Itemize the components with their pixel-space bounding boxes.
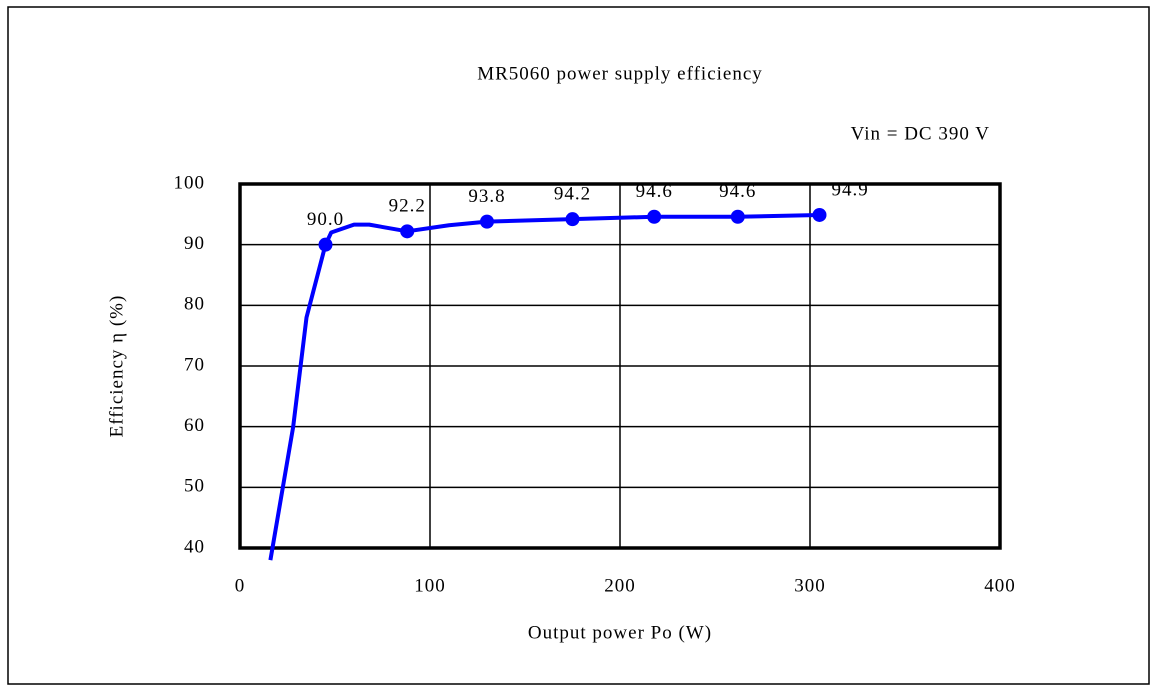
data-label: 93.8 bbox=[468, 186, 505, 207]
y-tick-label: 60 bbox=[184, 415, 205, 436]
x-tick-label: 200 bbox=[604, 575, 636, 596]
y-tick-label: 100 bbox=[174, 172, 206, 193]
marker bbox=[400, 224, 415, 239]
marker bbox=[647, 209, 662, 224]
annotation: Vin = DC 390 V bbox=[851, 123, 990, 144]
y-tick-label: 90 bbox=[184, 233, 205, 254]
chart-title: MR5060 power supply efficiency bbox=[477, 63, 763, 84]
frame bbox=[7, 6, 1150, 685]
y-axis-label: Efficiency η (%) bbox=[106, 295, 127, 438]
marker bbox=[480, 214, 494, 229]
line bbox=[268, 212, 820, 561]
plot-border bbox=[238, 182, 1002, 550]
y-tick-label: 40 bbox=[184, 536, 205, 557]
marker bbox=[565, 212, 580, 227]
data-label: 90.0 bbox=[307, 209, 344, 230]
x-tick-label: 100 bbox=[414, 575, 446, 596]
x-tick-label: 0 bbox=[235, 575, 246, 596]
y-tick-label: 80 bbox=[184, 294, 205, 315]
y-tick-label: 50 bbox=[184, 476, 205, 497]
data-label: 94.2 bbox=[554, 184, 591, 205]
marker bbox=[318, 237, 333, 252]
data-label: 94.9 bbox=[832, 179, 869, 200]
data-label: 94.6 bbox=[636, 181, 673, 202]
y-tick-label: 70 bbox=[184, 354, 205, 375]
x-axis-label: Output power Po (W) bbox=[528, 622, 712, 643]
marker bbox=[812, 207, 827, 222]
data-label: 92.2 bbox=[389, 196, 426, 217]
x-tick-label: 300 bbox=[794, 575, 826, 596]
marker bbox=[730, 209, 745, 224]
data-label: 94.6 bbox=[719, 181, 756, 202]
x-tick-label: 400 bbox=[984, 575, 1016, 596]
